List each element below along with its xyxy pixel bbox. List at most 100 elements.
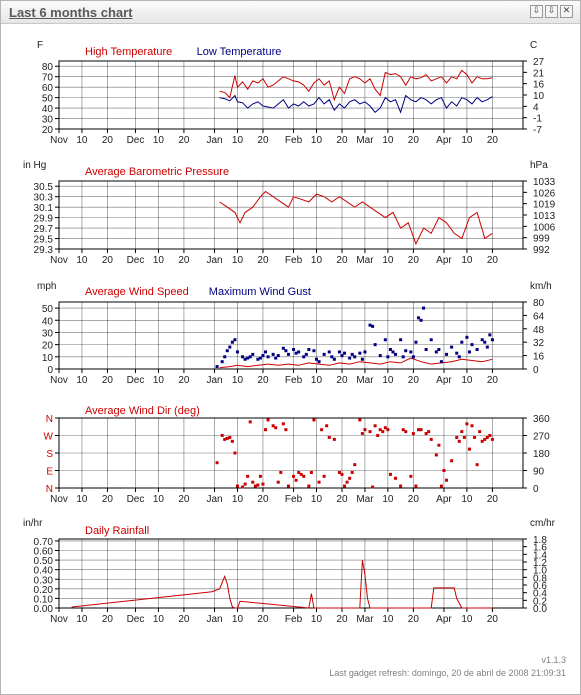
refresh-label: Last gadget refresh: domingo, 20 de abri… bbox=[329, 668, 566, 678]
x-tick-label: 10 bbox=[76, 255, 88, 266]
x-tick-label: 20 bbox=[178, 255, 190, 266]
data-point bbox=[450, 345, 454, 349]
data-point bbox=[381, 430, 385, 434]
data-point bbox=[416, 428, 420, 432]
x-tick-label: Apr bbox=[436, 614, 452, 625]
data-point bbox=[241, 355, 245, 359]
data-point bbox=[348, 356, 352, 360]
left-tick-label: E bbox=[46, 467, 53, 478]
x-tick-label: Apr bbox=[436, 375, 452, 386]
right-tick-label: 0.4 bbox=[533, 589, 547, 600]
close-button[interactable]: ✕ bbox=[560, 5, 573, 18]
left-tick-label: 0.30 bbox=[34, 575, 54, 586]
data-point bbox=[309, 470, 313, 474]
x-tick-label: 10 bbox=[232, 375, 244, 386]
data-point bbox=[312, 418, 316, 422]
data-point bbox=[271, 352, 275, 356]
left-tick-label: 30.1 bbox=[34, 203, 54, 214]
data-point bbox=[340, 354, 344, 358]
right-tick-label: 1.0 bbox=[533, 566, 547, 577]
data-point bbox=[373, 343, 377, 347]
right-tick-label: 0.6 bbox=[533, 581, 547, 592]
x-tick-label: 10 bbox=[232, 614, 244, 625]
right-tick-label: 0.2 bbox=[533, 596, 547, 607]
data-point bbox=[317, 480, 321, 484]
data-point bbox=[445, 352, 449, 356]
right-tick-label: 64 bbox=[533, 311, 545, 322]
data-point bbox=[258, 356, 262, 360]
data-point bbox=[297, 350, 301, 354]
data-point bbox=[470, 424, 474, 428]
left-tick-label: N bbox=[46, 414, 53, 425]
x-tick-label: 20 bbox=[102, 135, 114, 146]
left-tick-label: 30.5 bbox=[34, 182, 54, 193]
data-point bbox=[215, 461, 219, 465]
dock-button[interactable]: ⇩ bbox=[545, 5, 558, 18]
data-point bbox=[371, 485, 375, 489]
data-point bbox=[276, 354, 280, 358]
x-tick-label: Dec bbox=[127, 135, 145, 146]
data-point bbox=[314, 357, 318, 361]
x-tick-label: Feb bbox=[285, 375, 303, 386]
data-point bbox=[307, 484, 311, 488]
data-point bbox=[457, 355, 461, 359]
data-point bbox=[261, 354, 265, 358]
data-point bbox=[439, 484, 443, 488]
window-title[interactable]: Last 6 months chart bbox=[9, 5, 133, 20]
data-point bbox=[388, 348, 392, 352]
legend-entry: Maximum Wind Gust bbox=[209, 286, 311, 298]
right-tick-label: 992 bbox=[533, 245, 550, 256]
data-point bbox=[399, 484, 403, 488]
x-tick-label: Mar bbox=[356, 614, 374, 625]
data-point bbox=[485, 345, 489, 349]
x-tick-label: 20 bbox=[408, 494, 420, 505]
collapse-button[interactable]: ⇩ bbox=[530, 5, 543, 18]
data-point bbox=[386, 428, 390, 432]
right-tick-label: 270 bbox=[533, 432, 550, 443]
data-point bbox=[233, 338, 237, 342]
x-tick-label: Jan bbox=[206, 614, 222, 625]
data-point bbox=[394, 476, 398, 480]
right-tick-label: 1.6 bbox=[533, 543, 547, 554]
data-point bbox=[274, 356, 278, 360]
plot-frame bbox=[58, 180, 524, 250]
right-tick-label: 1033 bbox=[533, 177, 556, 188]
data-point bbox=[223, 437, 227, 441]
data-point bbox=[404, 349, 408, 353]
data-point bbox=[465, 422, 469, 426]
x-tick-label: 10 bbox=[461, 375, 473, 386]
legend-entry: High Temperature bbox=[85, 46, 172, 58]
data-point bbox=[416, 316, 420, 320]
data-point bbox=[322, 474, 326, 478]
right-tick-label: 4 bbox=[533, 102, 539, 113]
data-point bbox=[307, 348, 311, 352]
left-tick-label: W bbox=[44, 432, 54, 443]
data-point bbox=[261, 482, 265, 486]
left-tick-label: 0.10 bbox=[34, 594, 54, 605]
data-point bbox=[228, 435, 232, 439]
x-tick-label: 20 bbox=[178, 375, 190, 386]
x-tick-label: 20 bbox=[487, 494, 499, 505]
x-tick-label: 20 bbox=[336, 255, 348, 266]
series-line-average-barometric-pressure bbox=[219, 190, 493, 246]
data-point bbox=[343, 484, 347, 488]
data-point bbox=[363, 428, 367, 432]
data-point bbox=[480, 338, 484, 342]
x-tick-label: 20 bbox=[102, 494, 114, 505]
series-line-high-temperature bbox=[219, 69, 493, 102]
x-tick-label: 10 bbox=[311, 135, 323, 146]
data-point bbox=[312, 349, 316, 353]
left-tick-label: 70 bbox=[42, 73, 54, 84]
x-tick-label: Nov bbox=[50, 375, 68, 386]
x-tick-label: Feb bbox=[285, 255, 303, 266]
x-tick-label: Feb bbox=[285, 614, 303, 625]
right-tick-label: 1.4 bbox=[533, 550, 547, 561]
data-point bbox=[317, 360, 321, 364]
data-point bbox=[363, 350, 367, 354]
data-point bbox=[378, 354, 382, 358]
right-tick-label: 0.8 bbox=[533, 573, 547, 584]
data-point bbox=[332, 437, 336, 441]
data-point bbox=[488, 434, 492, 437]
left-tick-label: 0.20 bbox=[34, 585, 54, 596]
data-point bbox=[266, 418, 270, 422]
